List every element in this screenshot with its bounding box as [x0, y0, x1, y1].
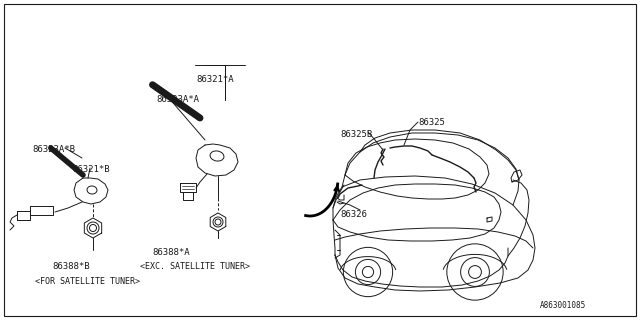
- Text: 86326: 86326: [340, 210, 367, 219]
- Text: <FOR SATELLITE TUNER>: <FOR SATELLITE TUNER>: [35, 277, 140, 286]
- Text: 86388*A: 86388*A: [152, 248, 189, 257]
- Text: 86325B: 86325B: [340, 130, 372, 139]
- Text: 86323A*A: 86323A*A: [156, 95, 199, 104]
- Text: 86323A*B: 86323A*B: [32, 145, 75, 154]
- Text: A863001085: A863001085: [540, 301, 586, 310]
- Text: <EXC. SATELLITE TUNER>: <EXC. SATELLITE TUNER>: [140, 262, 250, 271]
- Text: 86325: 86325: [418, 118, 445, 127]
- Text: 86388*B: 86388*B: [52, 262, 90, 271]
- Text: 86321*B: 86321*B: [72, 165, 109, 174]
- Text: 86321*A: 86321*A: [196, 75, 234, 84]
